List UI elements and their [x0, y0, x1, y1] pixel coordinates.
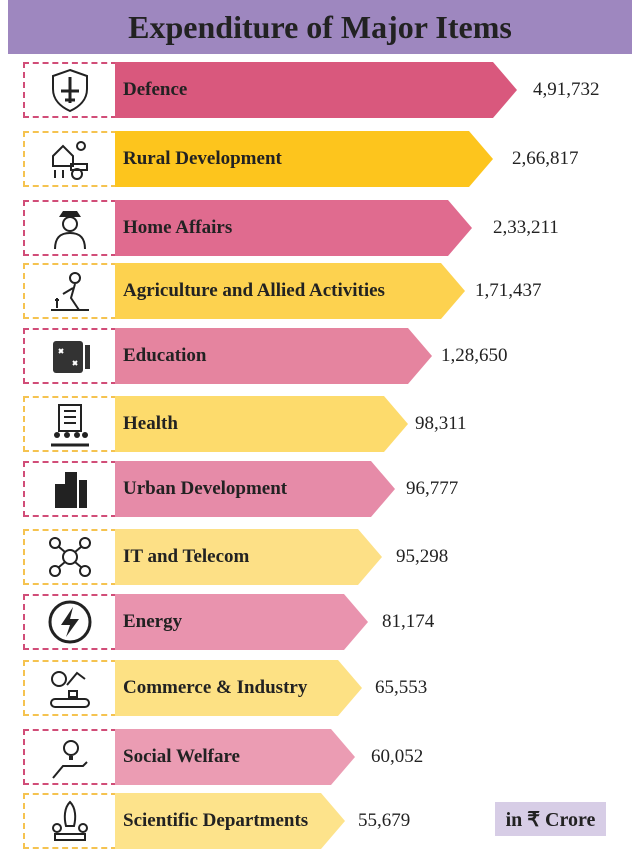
bar-arrow	[115, 263, 465, 319]
bar-arrow	[115, 529, 382, 585]
bar-row: Social Welfare 60,052	[23, 729, 623, 785]
data-label: 4,91,732	[533, 79, 600, 100]
data-label: 1,71,437	[475, 280, 542, 301]
bar-row: IT and Telecom 95,298	[23, 529, 623, 585]
police-officer-icon	[23, 200, 117, 256]
bar	[115, 131, 493, 187]
data-label: 55,679	[358, 810, 411, 831]
bar	[115, 263, 465, 319]
bar-label: Energy	[123, 611, 183, 632]
bar-label: Scientific Departments	[123, 810, 309, 831]
bar-row: Energy 81,174	[23, 594, 623, 650]
farmer-icon	[23, 263, 117, 319]
bar-label: Commerce & Industry	[123, 677, 308, 698]
bar-label: IT and Telecom	[123, 546, 250, 567]
shield-jet-icon	[23, 62, 117, 118]
bar	[115, 396, 408, 452]
data-label: 81,174	[382, 611, 435, 632]
bar-row: Scientific Departments 55,679	[23, 793, 623, 849]
bar	[115, 62, 517, 118]
bar-row: Rural Development 2,66,817	[23, 131, 623, 187]
bar	[115, 594, 368, 650]
bar-row: Home Affairs 2,33,211	[23, 200, 623, 256]
bar-row: Agriculture and Allied Activities 1,71,43…	[23, 263, 623, 319]
data-label: 1,28,650	[441, 345, 508, 366]
data-label: 2,66,817	[512, 148, 579, 169]
bar-arrow	[115, 660, 362, 716]
education-plan-icon	[23, 328, 117, 384]
bar-row: Education 1,28,650	[23, 328, 623, 384]
bar-arrow	[115, 793, 345, 849]
network-people-icon	[23, 529, 117, 585]
bar-arrow	[115, 594, 368, 650]
bar-row: Defence 4,91,732	[23, 62, 623, 118]
bar-label: Health	[123, 413, 178, 434]
idea-hand-icon	[23, 729, 117, 785]
hospital-icon	[23, 396, 117, 452]
bar-arrow	[115, 461, 395, 517]
data-label: 2,33,211	[493, 217, 559, 238]
bar-label: Agriculture and Allied Activities	[123, 280, 385, 301]
data-label: 98,311	[415, 413, 467, 434]
bar-arrow	[115, 396, 408, 452]
data-label: 95,298	[396, 546, 449, 567]
bar-arrow	[115, 729, 355, 785]
bar	[115, 328, 432, 384]
bar-arrow	[115, 200, 472, 256]
industry-robot-icon	[23, 660, 117, 716]
chart-title: Expenditure of Major Items	[8, 0, 632, 54]
bar	[115, 793, 345, 849]
rocket-science-icon	[23, 793, 117, 849]
bar-label: Social Welfare	[123, 746, 240, 767]
bar	[115, 529, 382, 585]
bar-row: Urban Development 96,777	[23, 461, 623, 517]
bar-arrow	[115, 328, 432, 384]
bar-row: Health 98,311	[23, 396, 623, 452]
energy-bolt-icon	[23, 594, 117, 650]
data-label: 65,553	[375, 677, 428, 698]
bar	[115, 200, 472, 256]
bar-label: Urban Development	[123, 478, 288, 499]
bar-label: Rural Development	[123, 148, 282, 169]
rural-farm-icon	[23, 131, 117, 187]
bar	[115, 729, 355, 785]
data-label: 96,777	[406, 478, 459, 499]
bar	[115, 660, 362, 716]
city-buildings-icon	[23, 461, 117, 517]
bar	[115, 461, 395, 517]
bar-label: Education	[123, 345, 207, 366]
bar-row: Commerce & Industry 65,553	[23, 660, 623, 716]
bar-label: Defence	[123, 79, 188, 100]
unit-note: in ₹ Crore	[495, 802, 606, 836]
data-label: 60,052	[371, 746, 424, 767]
bar-arrow	[115, 62, 517, 118]
bar-label: Home Affairs	[123, 217, 233, 238]
bar-arrow	[115, 131, 493, 187]
